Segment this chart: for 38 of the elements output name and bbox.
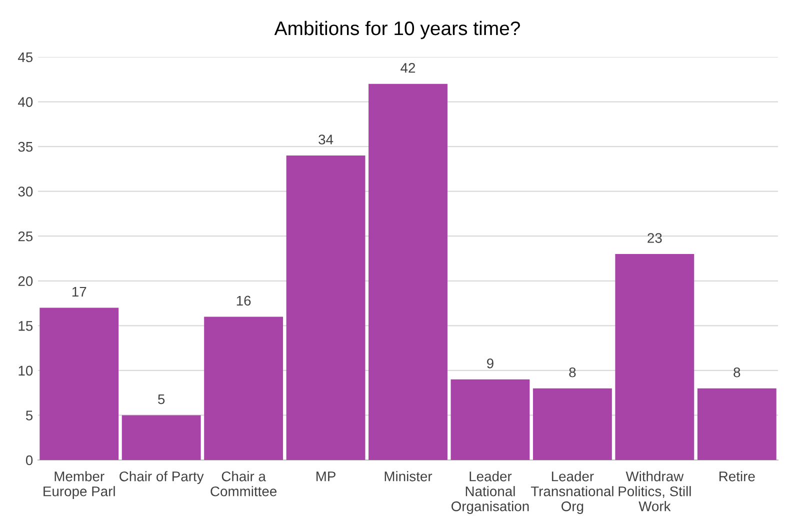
x-tick-label: MP — [316, 472, 336, 482]
y-tick-label: 5 — [26, 410, 33, 420]
chart-title: Ambitions for 10 years time? — [274, 20, 520, 40]
bar — [204, 316, 284, 460]
y-tick-label: 25 — [18, 231, 33, 242]
x-tick-label: Chair a Committee — [210, 471, 277, 496]
bar — [615, 254, 694, 460]
bar — [532, 388, 612, 460]
data-label: 42 — [400, 62, 416, 73]
y-tick-label: 10 — [18, 366, 33, 376]
bar — [40, 308, 119, 460]
bar — [286, 156, 366, 460]
x-tick-label: Withdraw Politics, Still Work — [618, 471, 691, 512]
bar — [122, 415, 201, 460]
data-label: 9 — [487, 358, 494, 368]
data-label: 23 — [648, 233, 662, 243]
data-label: 34 — [318, 134, 334, 144]
data-label: 8 — [569, 367, 576, 378]
y-tick-label: 20 — [18, 276, 33, 286]
y-tick-label: 30 — [18, 186, 33, 197]
x-tick-label: Member Europe Parl — [44, 471, 115, 500]
x-tick-label: Leader Transnational Org — [530, 471, 614, 514]
y-tick-label: 40 — [18, 97, 33, 107]
data-label: 8 — [734, 367, 740, 378]
y-tick-label: 35 — [18, 142, 33, 152]
y-tick-label: 0 — [26, 455, 33, 466]
y-tick-label: 45 — [18, 52, 33, 62]
x-tick-label: Retire — [720, 471, 755, 482]
x-tick-label: Chair of Party — [120, 471, 204, 484]
y-tick-label: 15 — [18, 321, 33, 331]
bar — [450, 379, 530, 460]
bar — [368, 84, 448, 460]
data-label: 5 — [158, 394, 165, 404]
data-label: 17 — [72, 286, 86, 297]
x-tick-label: Minister — [384, 471, 432, 482]
bar — [697, 388, 776, 460]
data-label: 16 — [236, 296, 251, 306]
x-tick-label: Leader National Organisation — [452, 471, 529, 514]
